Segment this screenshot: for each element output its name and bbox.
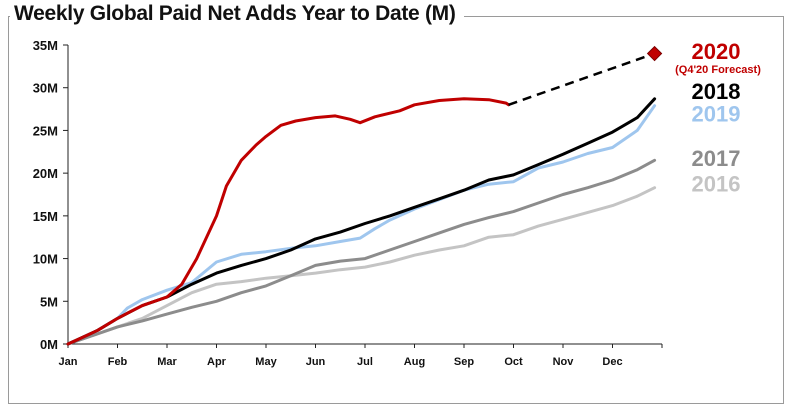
series-label-q4-20-forecast: (Q4'20 Forecast) [675, 64, 761, 76]
y-tick-label: 30M [33, 81, 58, 96]
axes: 0M 5M 10M 15M 20M 25M 30M 35M Jan Feb Mar Apr May Jun… [33, 38, 663, 368]
y-tick-label: 5M [40, 294, 58, 309]
x-tick-label: Aug [404, 356, 425, 368]
x-tick-label: Oct [504, 356, 523, 368]
series-label-2016: 2016 [692, 171, 741, 196]
x-tick-label: Nov [553, 356, 575, 368]
x-tick-label: Feb [108, 356, 128, 368]
chart-title: Weekly Global Paid Net Adds Year to Date… [10, 2, 464, 26]
x-tick-label: Sep [454, 356, 474, 368]
x-tick-label: Apr [207, 356, 227, 368]
x-tick-label: Jan [59, 356, 78, 368]
y-tick-label: 0M [40, 337, 58, 352]
forecast-marker-diamond [646, 45, 663, 62]
series-label-2019: 2019 [692, 101, 741, 126]
series-line-2020 [66, 97, 511, 346]
series-lines [66, 45, 663, 346]
series-line-2017 [66, 158, 657, 346]
y-tick-label: 35M [33, 38, 58, 53]
series-label-2017: 2017 [692, 146, 741, 171]
series-line-q4-20-forecast [508, 52, 656, 106]
series-label-2020: 2020 [692, 39, 741, 64]
series-label-2018: 2018 [692, 79, 741, 104]
x-tick-label: May [255, 356, 277, 368]
series-line-2016 [66, 186, 657, 346]
y-tick-label: 20M [33, 166, 58, 181]
y-tick-label: 15M [33, 209, 58, 224]
x-tick-label: Jun [306, 356, 326, 368]
y-tick-label: 10M [33, 252, 58, 267]
series-line-2018 [66, 97, 657, 346]
x-tick-label: Mar [157, 356, 177, 368]
x-tick-label: Dec [602, 356, 622, 368]
y-tick-label: 25M [33, 123, 58, 138]
series-line-2019 [66, 104, 657, 346]
x-tick-label: Jul [357, 356, 373, 368]
